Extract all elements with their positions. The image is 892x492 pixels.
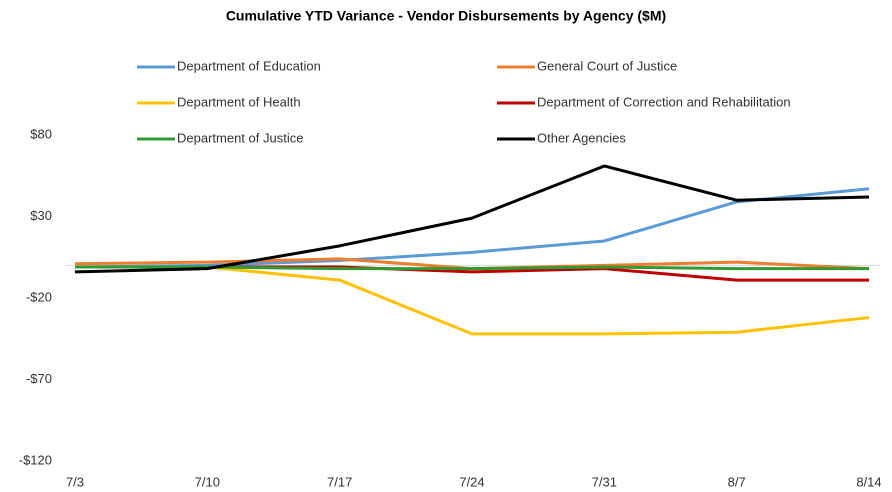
x-tick-label: 7/10 xyxy=(195,474,220,489)
legend-label: Department of Health xyxy=(177,94,301,109)
legend-label: General Court of Justice xyxy=(537,58,677,73)
series-line xyxy=(75,265,869,271)
legend-label: Department of Correction and Rehabilitat… xyxy=(537,94,791,109)
x-tick-label: 7/17 xyxy=(327,474,352,489)
y-tick-label: -$20 xyxy=(26,289,52,304)
legend-label: Department of Justice xyxy=(177,130,303,145)
x-tick-label: 7/3 xyxy=(66,474,84,489)
legend-label: Department of Education xyxy=(177,58,321,73)
series-line xyxy=(74,187,870,269)
y-tick-label: -$120 xyxy=(19,452,52,467)
x-tick-label: 7/31 xyxy=(592,474,617,489)
series-line xyxy=(74,164,870,274)
y-tick-label: -$70 xyxy=(26,371,52,386)
chart-title: Cumulative YTD Variance - Vendor Disburs… xyxy=(226,8,666,24)
y-tick-label: $30 xyxy=(30,208,52,223)
x-tick-label: 8/14 xyxy=(856,474,881,489)
legend-label: Other Agencies xyxy=(537,130,626,145)
x-tick-label: 8/7 xyxy=(728,474,746,489)
x-tick-label: 7/24 xyxy=(459,474,484,489)
y-tick-label: $80 xyxy=(30,126,52,141)
